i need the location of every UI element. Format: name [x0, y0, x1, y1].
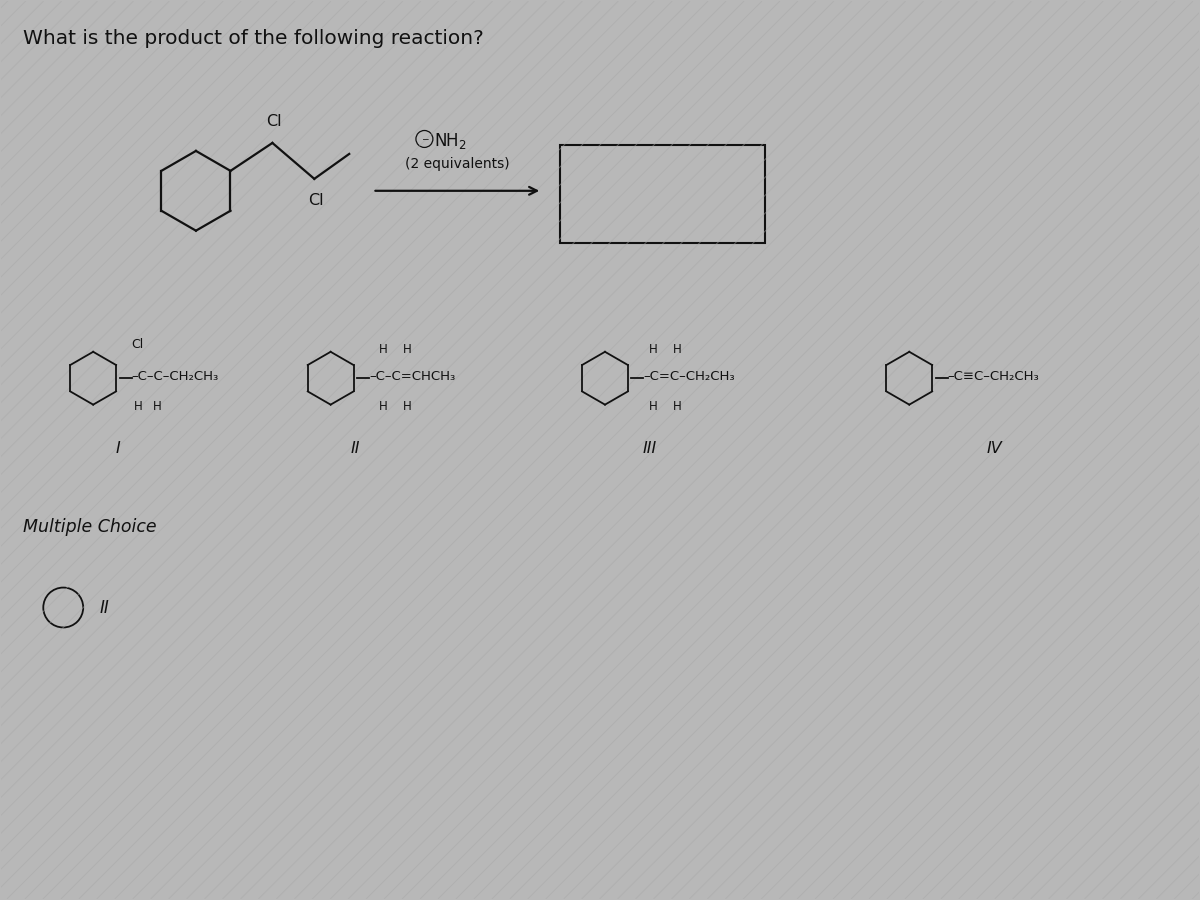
- Text: NH$_2$: NH$_2$: [434, 131, 467, 151]
- Text: H: H: [402, 400, 412, 413]
- Text: II: II: [100, 598, 109, 616]
- Text: H: H: [379, 400, 388, 413]
- Text: H: H: [649, 343, 658, 356]
- Text: Multiple Choice: Multiple Choice: [23, 518, 157, 536]
- Bar: [560, 145, 764, 243]
- Text: H: H: [649, 400, 658, 413]
- Text: H: H: [402, 343, 412, 356]
- Text: H: H: [673, 343, 682, 356]
- Text: IV: IV: [986, 440, 1002, 455]
- Text: Cl: Cl: [308, 193, 324, 208]
- Text: (2 equivalents): (2 equivalents): [406, 157, 510, 171]
- Text: −: −: [421, 134, 428, 143]
- Text: H: H: [134, 400, 143, 413]
- Text: H: H: [673, 400, 682, 413]
- Text: III: III: [643, 440, 658, 455]
- Text: –C=C–CH₂CH₃: –C=C–CH₂CH₃: [643, 370, 736, 382]
- Text: H: H: [379, 343, 388, 356]
- Text: Cl: Cl: [266, 114, 282, 129]
- Text: I: I: [115, 440, 120, 455]
- Text: –C–C–CH₂CH₃: –C–C–CH₂CH₃: [132, 370, 218, 382]
- Text: H: H: [154, 400, 162, 413]
- Text: –C–C=CHCH₃: –C–C=CHCH₃: [370, 370, 455, 382]
- Text: Cl: Cl: [132, 338, 144, 351]
- Text: II: II: [350, 440, 360, 455]
- Text: –C≡C–CH₂CH₃: –C≡C–CH₂CH₃: [948, 370, 1039, 382]
- Text: What is the product of the following reaction?: What is the product of the following rea…: [23, 30, 484, 49]
